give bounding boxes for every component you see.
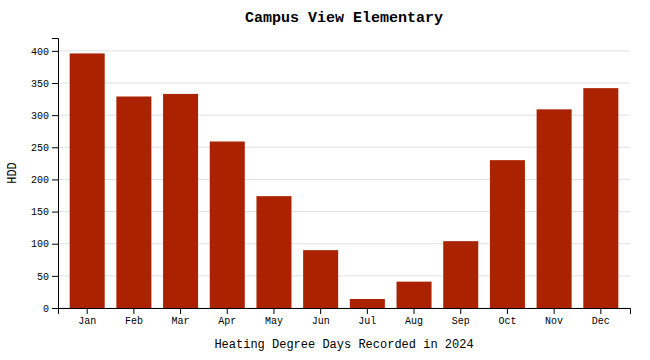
bar — [210, 142, 245, 309]
x-tick-mark — [133, 308, 134, 314]
bar — [163, 94, 198, 308]
y-axis-title: HDD — [6, 162, 20, 184]
y-axis: 0 50 100 150 200 250 300 350 400 — [31, 39, 59, 315]
x-tick-mark — [460, 308, 461, 314]
y-tick-label: 300 — [31, 111, 49, 122]
x-axis-title: Heating Degree Days Recorded in 2024 — [214, 338, 473, 352]
y-tick-label: 0 — [43, 304, 49, 315]
chart-svg: Jan Feb Mar Apr May Jun Jul Aug Sep Oct Nov Dec 0 50 1… — [0, 0, 650, 360]
bars — [70, 53, 619, 308]
y-tick-label: 100 — [31, 239, 49, 250]
x-tick: Jun — [312, 308, 330, 327]
x-tick: Nov — [545, 308, 563, 327]
y-tick-label: 350 — [31, 79, 49, 90]
y-tick: 100 — [31, 239, 58, 250]
y-tick-label: 400 — [31, 47, 49, 58]
y-tick: 400 — [31, 47, 58, 58]
x-tick-mark — [507, 308, 508, 314]
chart-container: Jan Feb Mar Apr May Jun Jul Aug Sep Oct Nov Dec 0 50 1… — [0, 0, 650, 360]
x-tick-mark — [227, 308, 228, 314]
x-axis-line — [59, 309, 631, 315]
x-tick: Jan — [78, 308, 96, 327]
bar — [443, 241, 478, 308]
x-tick-label: Jun — [312, 316, 330, 327]
x-tick-label: Mar — [172, 316, 190, 327]
bar — [256, 196, 291, 308]
y-tick: 0 — [43, 304, 58, 315]
y-tick-mark — [52, 276, 58, 277]
x-tick-label: Apr — [218, 316, 236, 327]
y-axis-line — [52, 39, 59, 309]
bar — [490, 160, 525, 308]
x-tick: Jul — [358, 308, 376, 327]
x-tick-mark — [600, 308, 601, 314]
y-tick-mark — [52, 212, 58, 213]
y-tick: 50 — [37, 272, 58, 283]
x-tick-label: Jan — [78, 316, 96, 327]
y-tick-mark — [52, 179, 58, 180]
y-tick-label: 250 — [31, 143, 49, 154]
x-tick-mark — [273, 308, 274, 314]
x-axis: Jan Feb Mar Apr May Jun Jul Aug Sep Oct Nov Dec — [59, 308, 631, 327]
x-tick-mark — [367, 308, 368, 314]
x-tick-mark — [554, 308, 555, 314]
y-tick-mark — [52, 147, 58, 148]
grid-line — [58, 50, 630, 51]
y-tick: 200 — [31, 175, 58, 186]
bar — [397, 282, 432, 308]
y-tick-label: 200 — [31, 175, 49, 186]
plot: Jan Feb Mar Apr May Jun Jul Aug Sep Oct Nov Dec 0 50 1… — [31, 39, 631, 328]
bar — [116, 97, 151, 309]
x-tick-label: Jul — [358, 316, 376, 327]
x-tick: Feb — [125, 308, 143, 327]
bar — [350, 299, 385, 308]
x-tick-label: Dec — [592, 316, 610, 327]
x-tick-label: Sep — [452, 316, 470, 327]
title: Campus View Elementary — [245, 10, 443, 27]
y-tick-mark — [52, 83, 58, 84]
x-tick: Oct — [498, 308, 516, 327]
y-tick: 150 — [31, 207, 58, 218]
grid-line — [58, 83, 630, 84]
x-tick: Sep — [452, 308, 470, 327]
x-tick-label: Oct — [498, 316, 516, 327]
bar — [303, 250, 338, 308]
x-tick-mark — [180, 308, 181, 314]
y-tick: 350 — [31, 79, 58, 90]
x-tick-label: Feb — [125, 316, 143, 327]
grid — [58, 51, 630, 308]
x-tick: Mar — [172, 308, 190, 327]
y-tick-mark — [52, 308, 58, 309]
y-tick-mark — [52, 115, 58, 116]
x-tick: Aug — [405, 308, 423, 327]
y-tick-label: 150 — [31, 207, 49, 218]
bar — [583, 88, 618, 308]
x-tick: Dec — [592, 308, 610, 327]
y-tick-mark — [52, 51, 58, 52]
x-tick-label: Nov — [545, 316, 563, 327]
x-tick-mark — [320, 308, 321, 314]
x-tick: Apr — [218, 308, 236, 327]
y-tick: 300 — [31, 111, 58, 122]
y-tick-label: 50 — [37, 272, 49, 283]
x-tick-label: Aug — [405, 316, 423, 327]
x-tick-label: May — [265, 316, 283, 327]
bar — [537, 109, 572, 308]
x-tick-mark — [414, 308, 415, 314]
x-tick-mark — [87, 308, 88, 314]
x-tick: May — [265, 308, 283, 327]
y-tick-mark — [52, 244, 58, 245]
y-tick: 250 — [31, 143, 58, 154]
bar — [70, 53, 105, 308]
